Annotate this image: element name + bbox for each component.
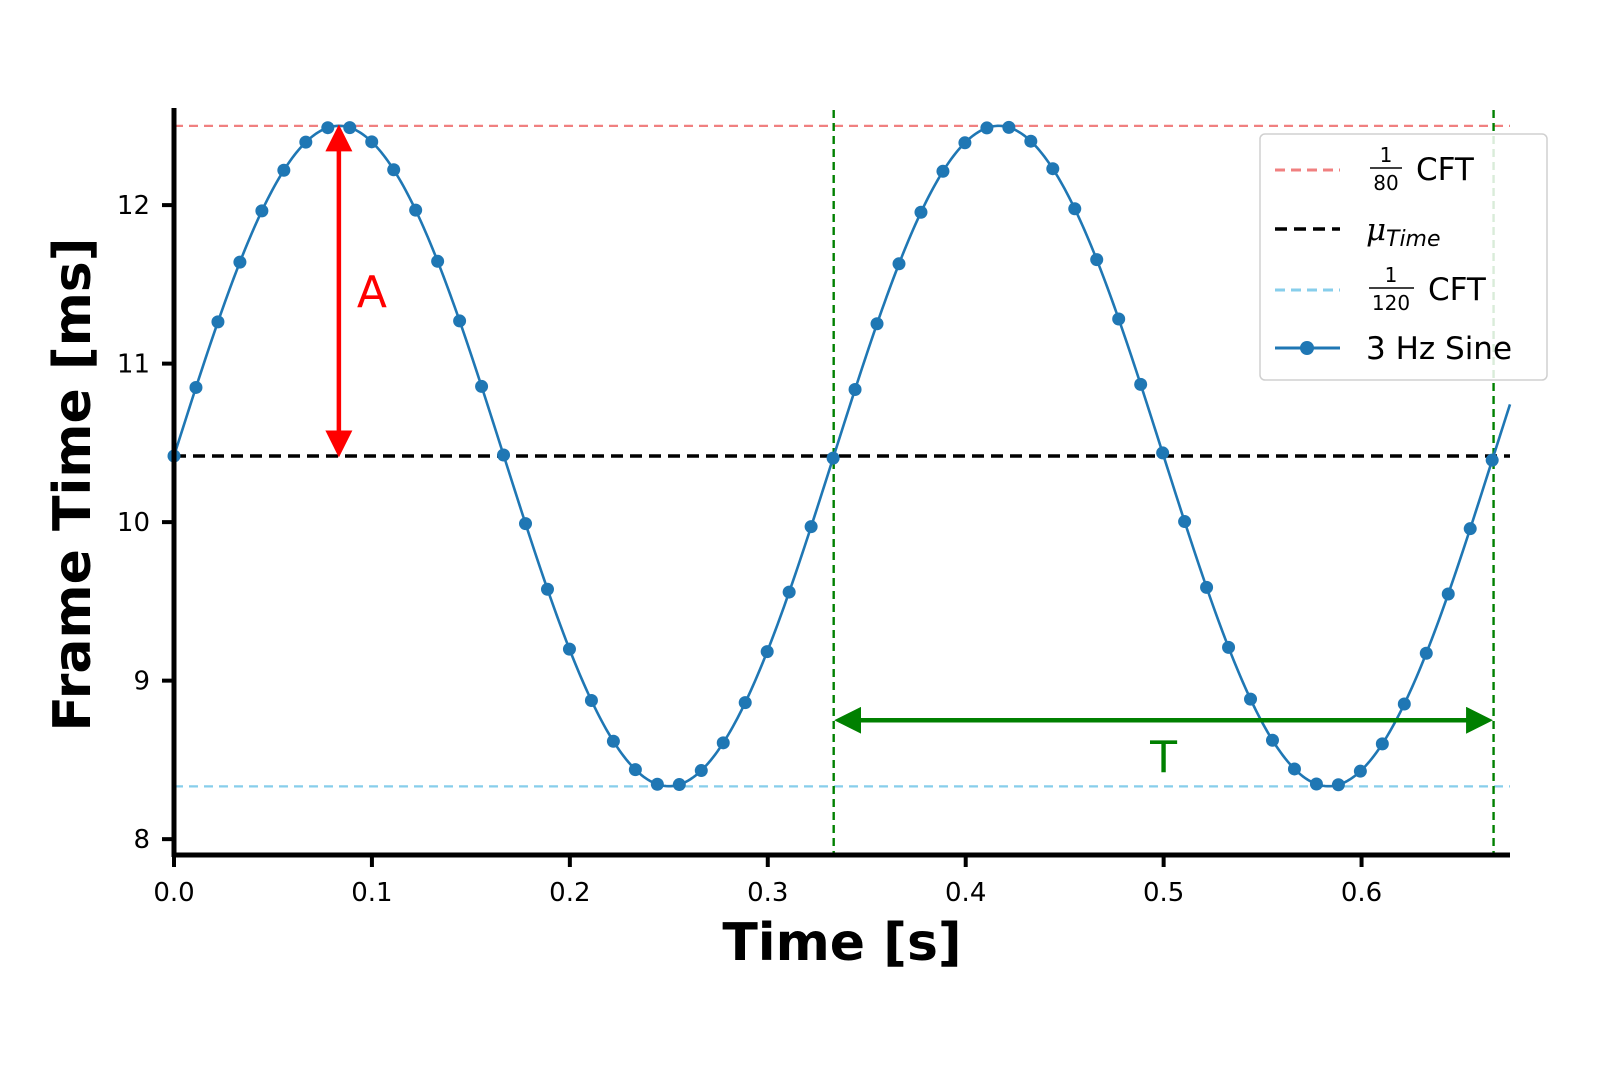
data-point bbox=[1244, 692, 1258, 706]
y-tick-label: 11 bbox=[117, 350, 150, 380]
data-point bbox=[1178, 515, 1192, 529]
data-point bbox=[1222, 640, 1236, 654]
data-point bbox=[650, 777, 664, 791]
data-point bbox=[1463, 522, 1477, 536]
amplitude-label: A bbox=[357, 267, 387, 318]
legend-mu-symbol: μ bbox=[1366, 212, 1386, 248]
data-point bbox=[1309, 777, 1323, 791]
x-tick-label: 0.2 bbox=[549, 878, 590, 908]
data-point bbox=[1200, 580, 1214, 594]
data-point bbox=[1024, 134, 1038, 148]
data-point bbox=[606, 734, 620, 748]
legend-suffix-80-cft: CFT bbox=[1416, 152, 1475, 188]
data-point bbox=[321, 121, 335, 135]
y-tick-label: 8 bbox=[133, 825, 150, 855]
data-point bbox=[914, 205, 928, 219]
data-point bbox=[1046, 162, 1060, 176]
x-tick-label: 0.5 bbox=[1143, 878, 1184, 908]
legend-label-sine: 3 Hz Sine bbox=[1366, 331, 1512, 367]
data-point bbox=[277, 163, 291, 177]
data-point bbox=[826, 451, 840, 465]
x-tick-label: 0.1 bbox=[351, 878, 392, 908]
data-point bbox=[1156, 446, 1170, 460]
y-axis-title: Frame Time [ms] bbox=[43, 238, 103, 732]
data-point bbox=[453, 314, 467, 328]
data-point bbox=[365, 135, 379, 149]
x-tick-label: 0.6 bbox=[1341, 878, 1382, 908]
data-point bbox=[672, 778, 686, 792]
y-tick-label: 12 bbox=[117, 191, 150, 221]
x-tick-label: 0.3 bbox=[747, 878, 788, 908]
data-point bbox=[958, 136, 972, 150]
legend-numerator-80-cft: 1 bbox=[1380, 143, 1393, 167]
data-point bbox=[540, 582, 554, 596]
data-point bbox=[804, 520, 818, 534]
data-point bbox=[189, 380, 203, 394]
legend: 1 80 CFT μ Time 1 120 CFT 3 Hz Sine bbox=[1259, 133, 1548, 381]
data-point bbox=[1485, 453, 1499, 467]
data-point bbox=[1134, 377, 1148, 391]
data-point bbox=[1419, 646, 1433, 660]
x-axis-title: Time [s] bbox=[722, 913, 961, 973]
data-point bbox=[760, 645, 774, 659]
data-point bbox=[1287, 762, 1301, 776]
data-point bbox=[387, 163, 401, 177]
data-point bbox=[343, 121, 357, 135]
data-point bbox=[980, 121, 994, 135]
data-point bbox=[848, 382, 862, 396]
legend-box bbox=[1259, 133, 1548, 381]
data-point bbox=[211, 315, 225, 329]
data-point bbox=[431, 254, 445, 268]
data-point bbox=[1331, 778, 1345, 792]
data-point bbox=[1375, 737, 1389, 751]
data-point bbox=[1265, 733, 1279, 747]
data-point bbox=[738, 696, 752, 710]
data-point bbox=[255, 204, 269, 218]
data-point bbox=[936, 164, 950, 178]
data-point bbox=[870, 317, 884, 331]
data-point bbox=[409, 203, 423, 217]
y-tick-label: 10 bbox=[117, 508, 150, 538]
data-point bbox=[584, 694, 598, 708]
data-point bbox=[562, 642, 576, 656]
data-point bbox=[694, 764, 708, 778]
data-point bbox=[475, 379, 489, 393]
x-tick-label: 0.0 bbox=[153, 878, 194, 908]
data-point bbox=[892, 257, 906, 271]
period-label: T bbox=[1149, 732, 1177, 783]
data-point bbox=[628, 763, 642, 777]
data-point bbox=[299, 135, 313, 149]
legend-marker-sine bbox=[1300, 341, 1314, 355]
x-tick-label: 0.4 bbox=[945, 878, 986, 908]
data-point bbox=[1068, 202, 1082, 216]
legend-denominator-120-cft: 120 bbox=[1372, 291, 1410, 315]
data-point bbox=[716, 736, 730, 750]
legend-mu-subscript: Time bbox=[1386, 227, 1441, 252]
data-point bbox=[1441, 587, 1455, 601]
data-point bbox=[519, 517, 533, 531]
annotations: AT bbox=[325, 124, 1494, 783]
data-point bbox=[233, 255, 247, 269]
data-point bbox=[1397, 697, 1411, 711]
data-point bbox=[497, 448, 511, 462]
data-point bbox=[1090, 253, 1104, 267]
y-tick-label: 9 bbox=[133, 667, 150, 697]
legend-suffix-120-cft: CFT bbox=[1428, 272, 1487, 308]
data-point bbox=[1002, 120, 1016, 134]
data-point bbox=[782, 585, 796, 599]
legend-denominator-80-cft: 80 bbox=[1373, 171, 1398, 195]
legend-numerator-120-cft: 1 bbox=[1385, 263, 1398, 287]
data-point bbox=[1353, 764, 1367, 778]
data-point bbox=[1112, 312, 1126, 326]
